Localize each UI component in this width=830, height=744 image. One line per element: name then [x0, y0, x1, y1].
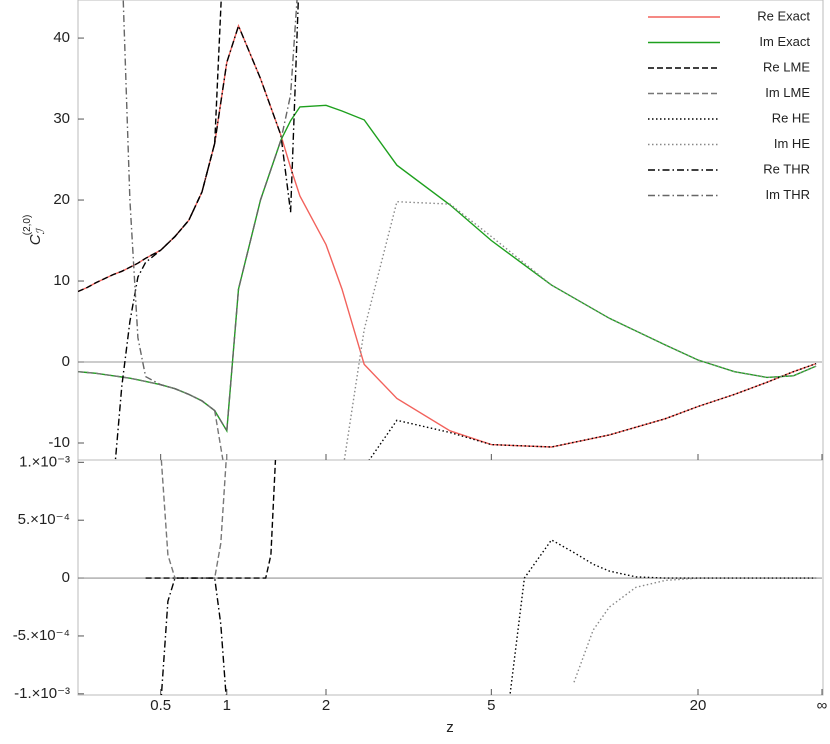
x-tick-label: 5: [487, 697, 495, 714]
series-line: [509, 538, 817, 695]
x-tick-label: 2: [322, 697, 330, 714]
y-tick-label: 0: [62, 569, 70, 586]
series-line: [114, 0, 300, 460]
plot-area: [78, 0, 817, 460]
y-tick-label: 40: [53, 29, 70, 46]
y-label-sub: ℐ: [35, 227, 47, 234]
legend-label: Re LME: [763, 59, 810, 74]
y-label-base: C: [27, 234, 44, 245]
y-tick-label: 30: [53, 110, 70, 127]
legend-label: Re THR: [763, 161, 810, 176]
y-tick-label: 20: [53, 191, 70, 208]
y-tick-label: -5.×10⁻⁴: [13, 627, 70, 644]
series-line: [78, 371, 224, 460]
series-line: [343, 200, 817, 460]
bottom-frame: [77, 459, 824, 696]
series-line: [145, 460, 277, 579]
legend-label: Im HE: [774, 136, 810, 151]
series-line: [78, 104, 817, 434]
series-line: [573, 577, 817, 683]
y-tick-label: 5.×10⁻⁴: [18, 511, 70, 528]
legend-label: Im Exact: [759, 34, 810, 49]
legend-label: Re HE: [772, 110, 811, 125]
x-tick-label: 1: [223, 697, 231, 714]
x-axis-label: z: [446, 719, 454, 736]
legend-label: Re Exact: [757, 8, 810, 23]
series-line: [78, 0, 222, 293]
y-tick-label: -10: [48, 434, 70, 451]
series-line: [368, 362, 817, 460]
y-label-sup: (2,0): [22, 215, 33, 236]
legend-label: Im THR: [765, 187, 810, 202]
y-tick-label: -1.×10⁻³: [14, 685, 70, 702]
y-axis-label: Cℐ(2,0): [22, 215, 47, 246]
series-line: [122, 0, 298, 434]
y-tick-label: 1.×10⁻³: [19, 453, 70, 470]
series-line: [160, 460, 227, 579]
y-tick-label: 10: [53, 272, 70, 289]
top-frame: [77, 0, 824, 461]
legend-label: Im LME: [765, 85, 810, 100]
x-tick-label: ∞: [817, 697, 828, 714]
y-tick-label: 0: [62, 353, 70, 370]
plot-area: [145, 460, 817, 695]
series-line: [78, 23, 817, 448]
x-tick-label: 20: [690, 697, 707, 714]
x-tick-label: 0.5: [150, 697, 171, 714]
series-line: [160, 577, 227, 695]
